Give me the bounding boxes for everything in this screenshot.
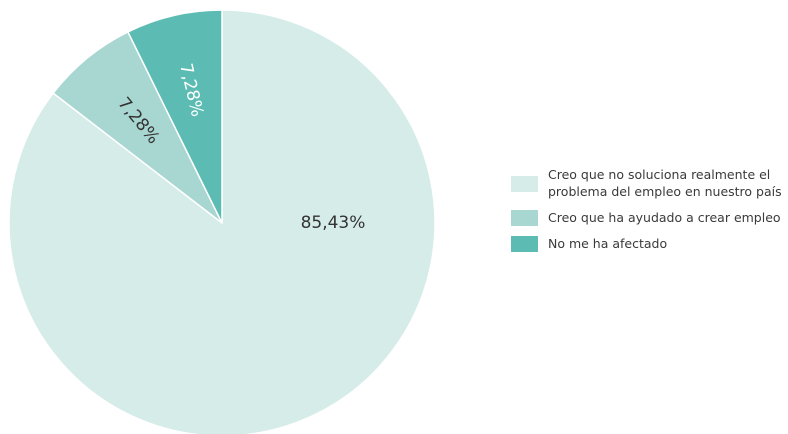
legend: Creo que no soluciona realmente el probl… — [511, 166, 783, 261]
slice-value-label-no-soluciona: 85,43% — [301, 213, 366, 233]
legend-item-no-afectado: No me ha afectado — [511, 235, 783, 252]
legend-swatch — [511, 236, 538, 252]
legend-item-no-soluciona: Creo que no soluciona realmente el probl… — [511, 166, 783, 200]
legend-label: No me ha afectado — [548, 236, 668, 251]
pie-slice-no-afectado — [126, 9, 223, 224]
legend-swatch — [511, 176, 538, 192]
pie-slice-ayudado — [52, 30, 223, 224]
legend-label: Creo que no soluciona realmente el probl… — [548, 167, 782, 199]
legend-swatch — [511, 210, 538, 226]
legend-item-ayudado: Creo que ha ayudado a crear empleo — [511, 209, 783, 226]
pie-slices — [8, 9, 436, 434]
legend-label: Creo que ha ayudado a crear empleo — [548, 210, 781, 225]
